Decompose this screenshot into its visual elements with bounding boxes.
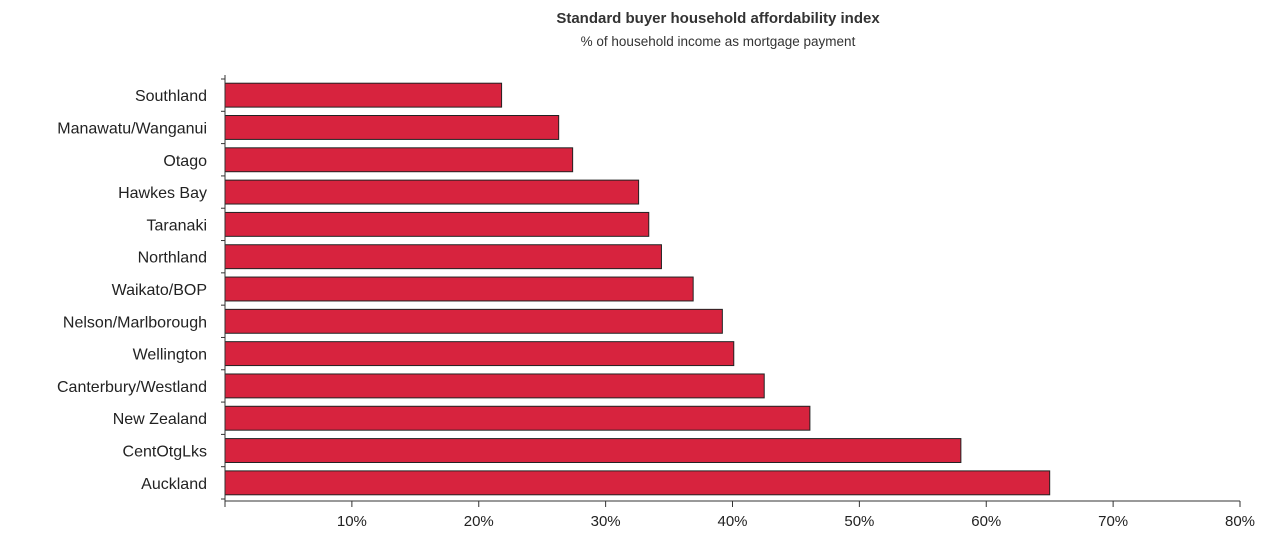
- x-tick-label: 20%: [464, 513, 494, 530]
- category-label: Auckland: [141, 476, 207, 493]
- bar-nelson-marlborough: [224, 308, 723, 334]
- bar-taranaki: [224, 211, 650, 237]
- chart-subtitle: % of household income as mortgage paymen…: [580, 34, 856, 49]
- bar-waikato-bop: [224, 276, 694, 302]
- bar-auckland: [224, 470, 1051, 496]
- category-label: New Zealand: [113, 411, 207, 428]
- category-label: Manawatu/Wanganui: [57, 120, 207, 137]
- axes-group: [221, 75, 1241, 507]
- category-label: Hawkes Bay: [118, 185, 207, 202]
- bar-new-zealand: [224, 405, 811, 431]
- bar-manawatu-wanganui: [224, 115, 560, 140]
- category-label: Waikato/BOP: [112, 282, 207, 299]
- x-tick-label: 40%: [717, 513, 747, 530]
- tick-labels: 10% 20% 30% 40% 50% 60% 70% 80%: [337, 513, 1255, 530]
- x-tick-label: 10%: [337, 513, 367, 530]
- bar-hawkes-bay: [224, 179, 640, 205]
- bar-otago: [224, 147, 574, 173]
- category-labels: Southland Manawatu/Wanganui Otago Hawkes Ba…: [57, 88, 207, 493]
- bars-group: [224, 82, 1051, 496]
- chart-title: Standard buyer household affordability i…: [556, 10, 880, 27]
- category-label: Canterbury/Westland: [57, 379, 207, 396]
- bar-wellington: [224, 341, 735, 367]
- bar-southland: [224, 82, 503, 108]
- bar-centotglks: [224, 438, 962, 463]
- category-label: Northland: [138, 250, 207, 267]
- category-label: Southland: [135, 88, 207, 105]
- category-label: Nelson/Marlborough: [63, 314, 207, 331]
- x-tick-label: 50%: [844, 513, 874, 530]
- x-tick-label: 80%: [1225, 513, 1255, 530]
- bar-canterbury-westland: [224, 373, 765, 399]
- x-tick-label: 70%: [1098, 513, 1128, 530]
- category-label: Wellington: [133, 347, 207, 364]
- x-tick-label: 60%: [971, 513, 1001, 530]
- category-label: Taranaki: [147, 217, 207, 234]
- category-label: Otago: [163, 153, 207, 170]
- category-label: CentOtgLks: [123, 444, 207, 461]
- x-tick-label: 30%: [591, 513, 621, 530]
- bar-northland: [224, 244, 662, 270]
